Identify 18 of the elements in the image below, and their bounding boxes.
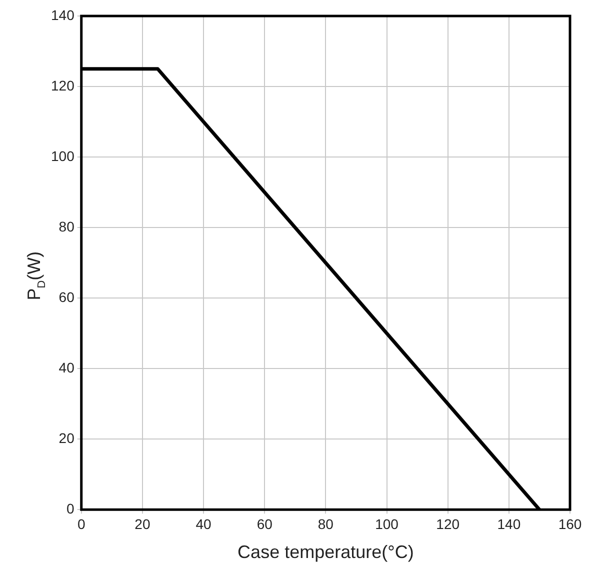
x-tick-label: 160 [558, 516, 582, 532]
x-tick-label: 120 [436, 516, 460, 532]
x-tick-label: 60 [256, 516, 273, 532]
x-tick-label: 100 [375, 516, 399, 532]
x-tick-label: 40 [196, 516, 212, 532]
x-tick-label: 20 [134, 516, 150, 532]
y-tick-label: 120 [51, 77, 75, 94]
y-tick-label: 100 [51, 148, 75, 164]
x-axis-title: Case temperature(°C) [238, 542, 414, 562]
x-tick-label: 0 [77, 516, 86, 532]
y-tick-label: 80 [58, 218, 75, 234]
y-tick-label: 140 [51, 6, 75, 23]
y-tick-label: 60 [58, 288, 75, 305]
x-tick-label: 80 [318, 516, 334, 532]
x-tick-label: 140 [497, 516, 521, 532]
y-tick-label: 40 [58, 359, 75, 376]
y-tick-label: 0 [66, 500, 75, 516]
y-tick-label: 20 [58, 430, 75, 446]
